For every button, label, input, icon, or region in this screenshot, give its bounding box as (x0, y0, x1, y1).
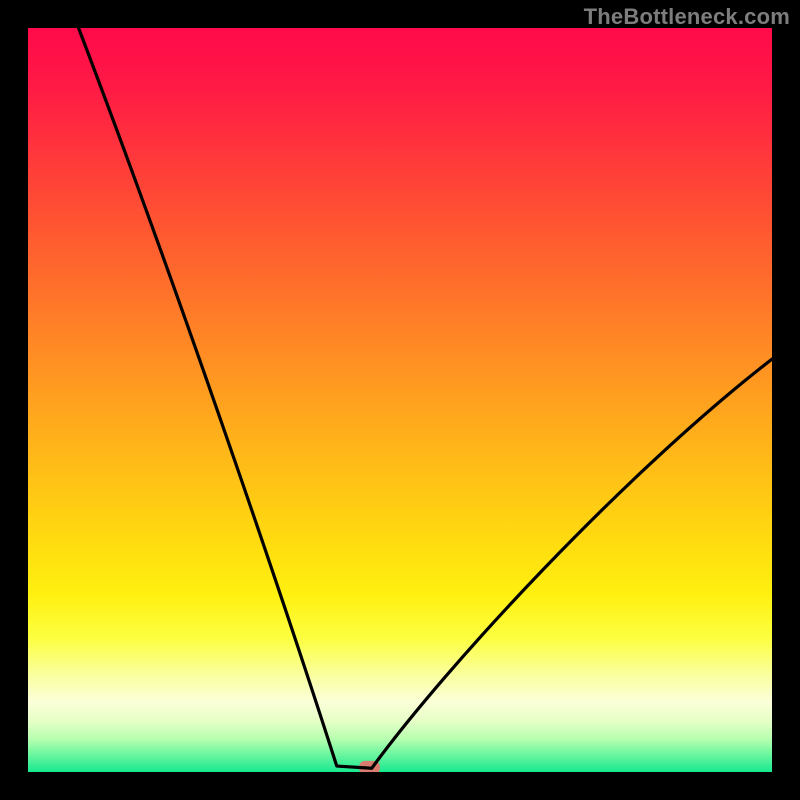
chart-svg (0, 0, 800, 800)
plot-background (28, 28, 772, 772)
watermark-text: TheBottleneck.com (584, 4, 790, 30)
chart-canvas: TheBottleneck.com (0, 0, 800, 800)
